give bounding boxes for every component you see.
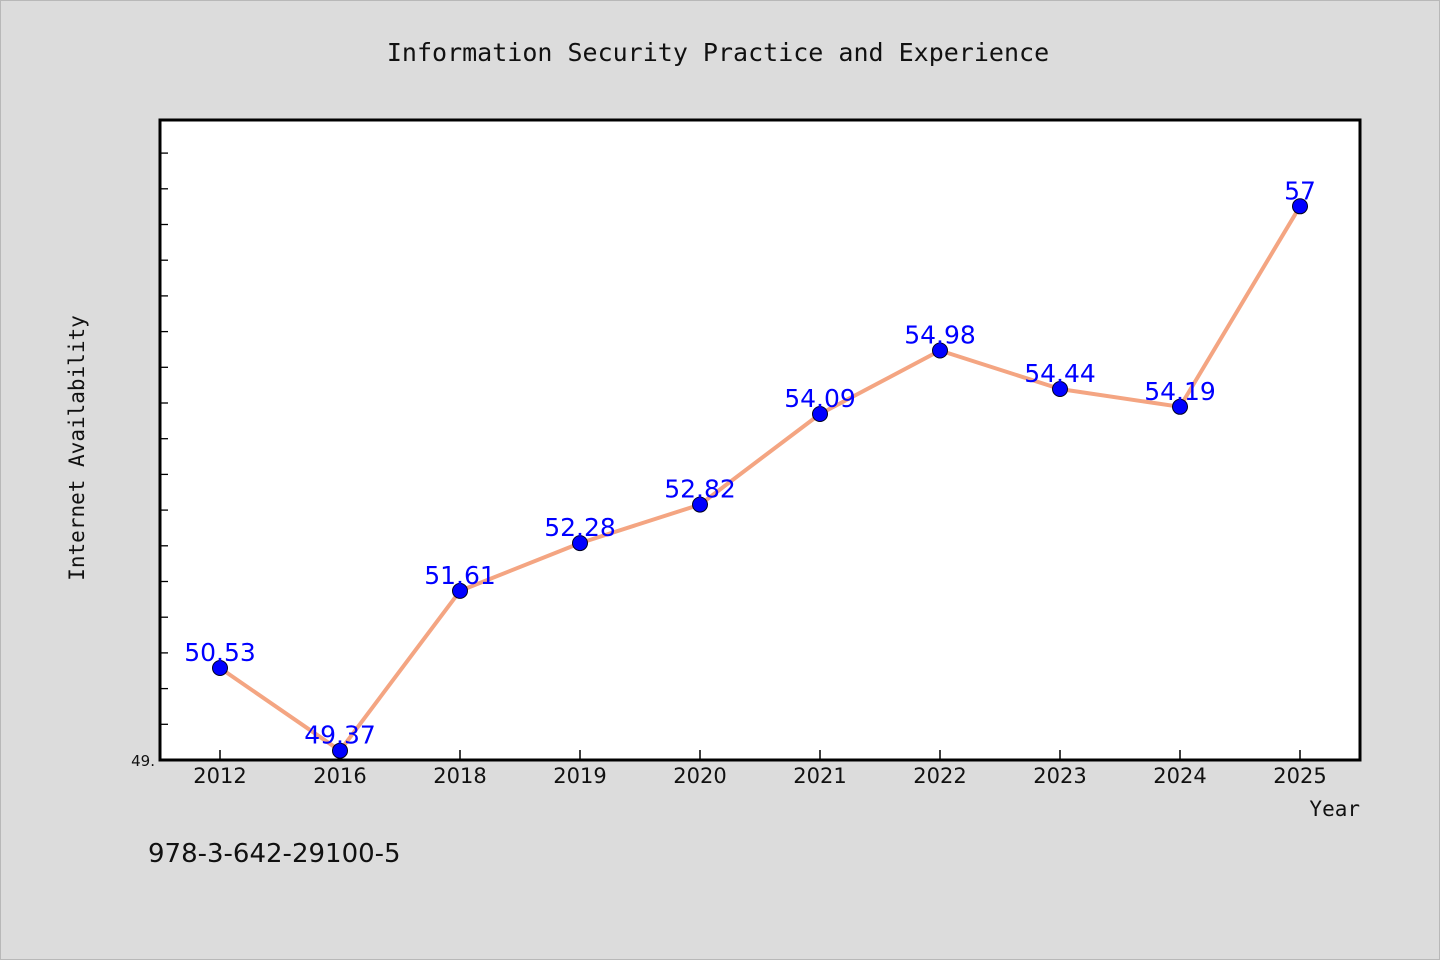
data-point — [932, 342, 948, 359]
y-axis-title: Internet Availability — [65, 315, 89, 581]
x-tick-label: 2022 — [913, 764, 966, 788]
x-tick-label: 2021 — [793, 764, 846, 788]
data-labels: 50.53 49.37 51.61 52.28 52.82 54.09 54.98 54.44… — [184, 176, 1316, 749]
data-point — [1292, 198, 1308, 215]
x-tick-label: 2023 — [1033, 764, 1086, 788]
x-tick-label: 2012 — [193, 764, 246, 788]
data-point — [572, 535, 588, 552]
data-point — [812, 406, 828, 422]
plot-border — [158, 118, 1362, 762]
y-axis-min-label: 49. — [131, 752, 155, 770]
data-label: 51.61 — [424, 561, 496, 590]
chart-title: Information Security Practice and Experi… — [387, 38, 1049, 67]
x-tick-label: 2024 — [1153, 764, 1206, 788]
data-label: 54.44 — [1024, 359, 1096, 388]
x-tick-label: 2020 — [673, 764, 726, 788]
data-label: 54.98 — [904, 321, 976, 350]
x-axis-ticks — [219, 750, 1301, 760]
x-tick-label: 2018 — [433, 764, 486, 788]
data-point — [332, 742, 348, 759]
data-point — [452, 582, 468, 599]
data-label: 52.28 — [544, 513, 616, 542]
x-tick-label: 2025 — [1273, 764, 1326, 788]
x-axis-title: Year — [1309, 797, 1360, 821]
data-point — [692, 496, 708, 513]
series-line — [218, 204, 1302, 753]
data-label: 50.53 — [184, 638, 256, 667]
data-label: 54.19 — [1144, 377, 1216, 406]
isbn-footer: 978-3-642-29100-5 — [148, 839, 401, 869]
data-label: 49.37 — [304, 721, 376, 750]
series-markers — [212, 198, 1308, 759]
x-tick-label: 2019 — [553, 764, 606, 788]
data-label: 57 — [1284, 176, 1316, 205]
data-point — [1052, 381, 1068, 397]
data-point — [212, 660, 228, 676]
data-point — [1172, 398, 1188, 415]
x-tick-label: 2016 — [313, 764, 366, 788]
data-label: 54.09 — [784, 384, 856, 413]
plot-area — [160, 120, 1360, 760]
data-label: 52.82 — [664, 475, 736, 504]
x-axis-tick-labels: 2012 2016 2018 2019 2020 2021 2022 2023 2024 2025 — [193, 764, 1326, 788]
